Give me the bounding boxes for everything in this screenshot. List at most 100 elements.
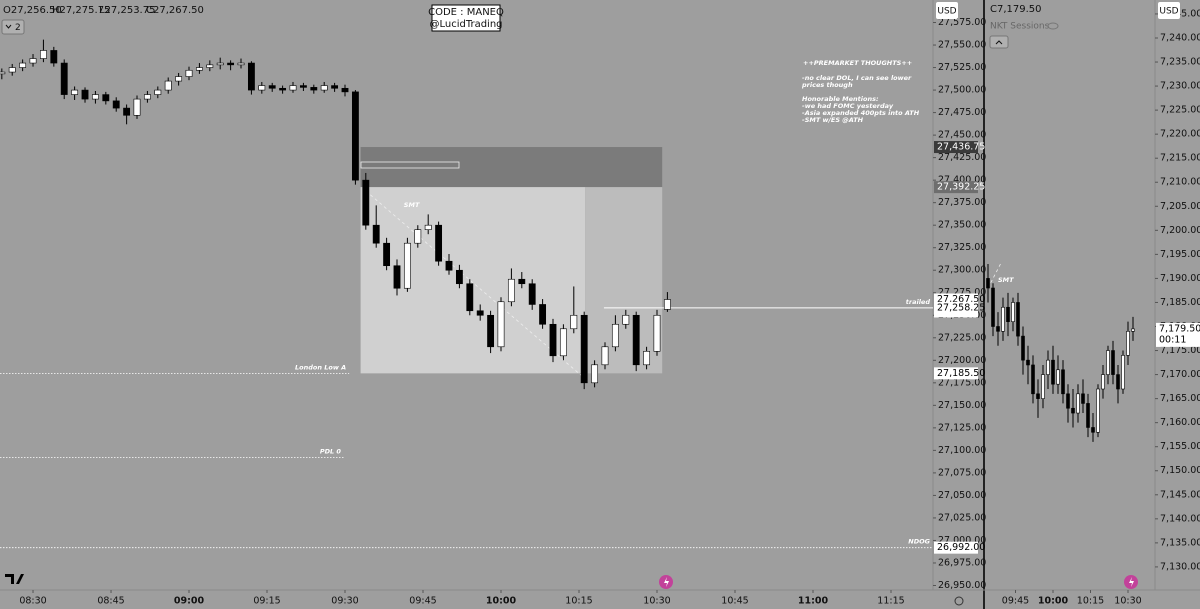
- candle-body: [372, 224, 380, 244]
- price-label: 26,992.00: [937, 542, 985, 553]
- candle-body: [991, 287, 995, 327]
- x-tick-label: 10:30: [643, 596, 670, 607]
- candle-body: [1116, 374, 1120, 390]
- note-line: -no clear DOL, I can see lower: [802, 74, 912, 82]
- x-tick-label: 09:45: [1002, 596, 1029, 607]
- candle-body: [549, 323, 557, 357]
- y-tick-label: 7,205.00: [1160, 201, 1200, 212]
- candle-body: [351, 91, 359, 181]
- x-tick-label: 10:45: [721, 596, 748, 607]
- y-tick-label: 7,225.00: [1160, 105, 1200, 116]
- currency-button[interactable]: [1158, 2, 1180, 19]
- price-label: 27,392.25: [937, 182, 985, 193]
- candle-body: [528, 283, 536, 305]
- candle-body: [445, 260, 453, 271]
- candle-body: [1076, 393, 1080, 414]
- candle-body: [1126, 331, 1130, 356]
- candle-body: [1096, 388, 1100, 433]
- candle-body: [663, 299, 671, 310]
- candle-body: [91, 94, 99, 100]
- note-line: -we had FOMC yesterday: [802, 102, 894, 110]
- price-label-box: [934, 181, 978, 194]
- candle-body: [996, 326, 1000, 332]
- candle-body: [1091, 427, 1095, 433]
- candle-body: [258, 85, 266, 91]
- candle-body: [653, 314, 661, 352]
- y-tick-label: 27,150.00: [938, 400, 986, 411]
- drawing-outline: [360, 161, 460, 169]
- y-tick-label: 27,450.00: [938, 130, 986, 141]
- indicator-toggle[interactable]: [1, 19, 25, 35]
- x-tick-label: 10:30: [1114, 596, 1141, 607]
- candle-body: [1106, 350, 1110, 375]
- zone: [360, 147, 663, 188]
- candle-body: [185, 69, 193, 77]
- chevron: [995, 40, 1003, 45]
- candle-body: [424, 224, 432, 230]
- candle-body: [476, 310, 484, 316]
- x-tick-label: 09:15: [253, 596, 280, 607]
- candle-body: [1111, 350, 1115, 375]
- note-line: -Asia expanded 400pts into ATH: [802, 109, 920, 117]
- candle-body: [268, 85, 276, 89]
- candle-body: [247, 62, 255, 91]
- candle-body: [383, 242, 391, 267]
- candle-body: [1041, 374, 1045, 399]
- candle-body: [1011, 302, 1015, 322]
- y-tick-label: 27,000.00: [938, 535, 986, 546]
- currency-label: USD: [1159, 7, 1178, 17]
- candle-body: [518, 278, 526, 285]
- visibility-icon[interactable]: [1047, 22, 1059, 30]
- y-tick-label: 7,220.00: [1160, 129, 1200, 140]
- candle-body: [299, 85, 307, 88]
- candle-body: [455, 269, 463, 285]
- price-label: 27,267.50: [937, 294, 985, 305]
- price-label: 7,179.50: [1159, 323, 1200, 334]
- ohlc-low: L27,253.75: [99, 5, 155, 16]
- x-tick-label: 09:00: [174, 596, 205, 607]
- level-label: PDL 0: [320, 448, 342, 456]
- y-tick-label: 7,140.00: [1160, 513, 1200, 524]
- y-tick-label: 27,425.00: [938, 152, 986, 163]
- watermark-box: [431, 4, 501, 32]
- candle-body: [39, 50, 47, 59]
- y-tick-label: 7,170.00: [1160, 369, 1200, 380]
- level-label: trailed: [906, 298, 931, 306]
- candle-body: [8, 67, 16, 73]
- candle-body: [1066, 393, 1070, 409]
- candle-body: [1046, 359, 1050, 375]
- candle-body: [414, 229, 422, 244]
- indicator-name: NKT Sessions: [990, 22, 1050, 32]
- price-label-box: [934, 301, 978, 314]
- currency-button[interactable]: [936, 2, 958, 19]
- x-tick-label: 08:45: [97, 596, 124, 607]
- candle-body: [331, 85, 339, 89]
- note-line: ++PREMARKET THOUGHTS++: [803, 59, 912, 67]
- watermark-line: CODE : MANEQ: [428, 7, 504, 18]
- x-tick-label: 10:00: [486, 596, 517, 607]
- x-tick-label: 10:15: [1077, 596, 1104, 607]
- candle-body: [487, 314, 495, 348]
- y-tick-label: 7,200.00: [1160, 225, 1200, 236]
- candle-body: [227, 62, 235, 66]
- candle-body: [19, 62, 27, 68]
- candle-body: [60, 62, 68, 95]
- candle-body: [507, 278, 515, 303]
- price-label: 27,258.25: [937, 302, 985, 313]
- candle-body: [1086, 403, 1090, 428]
- note-line: Honorable Mentions:: [802, 95, 879, 103]
- settings-icon[interactable]: [954, 596, 964, 606]
- note-line: -SMT w/ES @ATH: [802, 116, 864, 124]
- y-tick-label: 27,125.00: [938, 422, 986, 433]
- x-tick-label: 11:00: [798, 596, 829, 607]
- y-tick-label: 26,975.00: [938, 557, 986, 568]
- collapse-button[interactable]: [989, 35, 1009, 49]
- candle-body: [102, 94, 110, 102]
- candle-body: [466, 283, 474, 312]
- price-label-box: [1156, 322, 1200, 347]
- candle-body: [1061, 369, 1065, 395]
- candle-body: [570, 314, 578, 330]
- candle-body: [71, 89, 79, 95]
- candle-body: [393, 265, 401, 289]
